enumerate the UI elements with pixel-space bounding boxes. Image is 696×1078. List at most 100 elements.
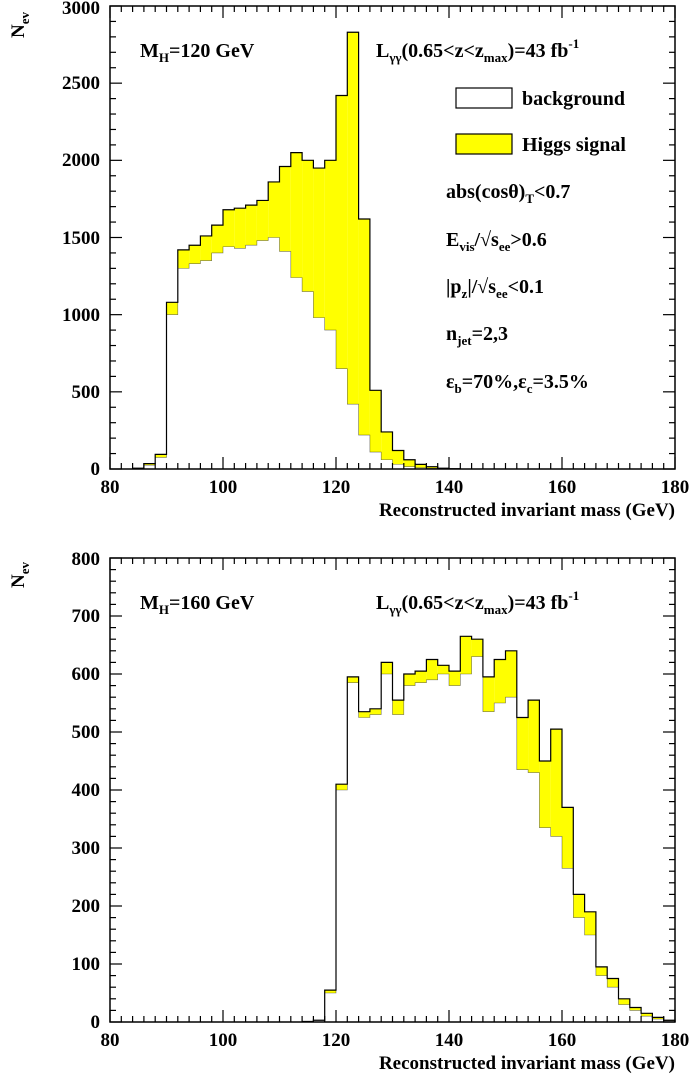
bottom-signal-bar bbox=[562, 807, 573, 868]
bottom-background-bar bbox=[619, 1005, 630, 1022]
top-mass-label: MH=120 GeV bbox=[140, 40, 255, 65]
bottom-xtick-140: 140 bbox=[435, 1030, 464, 1051]
bottom-background-bar bbox=[472, 657, 483, 1022]
top-signal-bar bbox=[393, 450, 404, 464]
bottom-signal-bar bbox=[585, 912, 596, 935]
top-background-bar bbox=[291, 278, 302, 469]
bottom-background-bar bbox=[393, 715, 404, 1022]
bottom-signal-bar bbox=[336, 784, 347, 790]
bottom-signal-bar bbox=[393, 700, 404, 715]
bottom-background-bar bbox=[347, 683, 358, 1022]
bottom-signal-bar bbox=[517, 718, 528, 770]
bottom-signal-bar bbox=[472, 639, 483, 656]
bottom-background-bar bbox=[336, 790, 347, 1022]
bottom-background-bar bbox=[381, 674, 392, 1022]
bottom-background-bar bbox=[426, 680, 437, 1022]
top-ytick-3000: 3000 bbox=[62, 0, 100, 19]
bottom-xtick-180: 180 bbox=[661, 1030, 690, 1051]
top-signal-bar bbox=[336, 96, 347, 369]
top-background-bar bbox=[347, 404, 358, 469]
top-signal-bar bbox=[325, 160, 336, 330]
bottom-background-bar bbox=[596, 976, 607, 1022]
top-signal-bar bbox=[313, 168, 324, 318]
legend-background-label: background bbox=[522, 88, 625, 110]
bottom-ytick-500: 500 bbox=[72, 722, 101, 743]
bottom-signal-bar bbox=[607, 979, 618, 988]
bottom-signal-bar bbox=[619, 999, 630, 1005]
bottom-panel: 80 100 120 140 160 180 0 100 200 300 400… bbox=[8, 549, 689, 1074]
top-background-bar bbox=[200, 261, 211, 469]
bottom-background-bar bbox=[517, 770, 528, 1022]
top-panel: 80 100 120 140 160 180 0 500 1000 1500 2… bbox=[8, 0, 689, 521]
top-background-bar bbox=[155, 457, 166, 469]
bottom-signal-bar bbox=[596, 967, 607, 976]
top-lumi-label: Lγγ(0.65<z<zmax)=43 fb-1 bbox=[376, 36, 579, 65]
bottom-background-bar bbox=[415, 683, 426, 1022]
bottom-background-bar bbox=[325, 993, 336, 1022]
legend-signal-label: Higgs signal bbox=[522, 134, 626, 156]
bottom-background-bar bbox=[460, 674, 471, 1022]
top-xtick-120: 120 bbox=[322, 477, 351, 498]
bottom-background-bar bbox=[438, 674, 449, 1022]
bottom-xtick-120: 120 bbox=[322, 1030, 351, 1051]
top-y-axis-title: Nev bbox=[8, 11, 32, 38]
bottom-signal-bar bbox=[438, 665, 449, 674]
top-x-axis-title: Reconstructed invariant mass (GeV) bbox=[379, 500, 675, 521]
bottom-xtick-100: 100 bbox=[209, 1030, 238, 1051]
cut-evis: Evis/√see>0.6 bbox=[446, 229, 547, 254]
bottom-ytick-0: 0 bbox=[91, 1012, 101, 1033]
bottom-ytick-800: 800 bbox=[72, 549, 101, 570]
bottom-signal-bar bbox=[381, 662, 392, 674]
top-background-bar bbox=[336, 369, 347, 469]
top-signal-bar bbox=[404, 460, 415, 467]
legend-signal-swatch bbox=[456, 134, 512, 154]
top-signal-bar bbox=[223, 210, 234, 247]
top-signal-bar bbox=[212, 225, 223, 253]
bottom-background-bar bbox=[494, 703, 505, 1022]
bottom-signal-bar bbox=[528, 700, 539, 773]
bottom-signal-bar bbox=[494, 660, 505, 704]
top-xtick-160: 160 bbox=[548, 477, 577, 498]
top-signal-bar bbox=[280, 167, 291, 252]
top-background-bar bbox=[381, 460, 392, 469]
top-background-bar bbox=[178, 268, 189, 469]
bottom-ytick-400: 400 bbox=[72, 780, 101, 801]
top-signal-bar bbox=[291, 153, 302, 278]
bottom-background-bar bbox=[630, 1010, 641, 1022]
bottom-ytick-700: 700 bbox=[72, 606, 101, 627]
top-ytick-2000: 2000 bbox=[62, 150, 100, 171]
top-xtick-140: 140 bbox=[435, 477, 464, 498]
top-xtick-80: 80 bbox=[101, 477, 120, 498]
cut-costheta: abs(cosθ)T<0.7 bbox=[446, 181, 570, 206]
top-background-bar bbox=[223, 247, 234, 469]
top-background-bar bbox=[359, 435, 370, 469]
top-signal-bar bbox=[200, 236, 211, 261]
cut-njet: njet=2,3 bbox=[446, 323, 508, 348]
top-signal-bar bbox=[359, 219, 370, 435]
bottom-xtick-80: 80 bbox=[101, 1030, 120, 1051]
top-histogram bbox=[133, 32, 461, 469]
bottom-signal-bar bbox=[404, 674, 415, 686]
bottom-signal-bar bbox=[370, 709, 381, 715]
top-xtick-100: 100 bbox=[209, 477, 238, 498]
top-background-bar bbox=[189, 264, 200, 469]
legend-background-swatch bbox=[456, 88, 512, 108]
top-background-bar bbox=[370, 452, 381, 469]
bottom-background-bar bbox=[562, 868, 573, 1022]
top-xtick-180: 180 bbox=[661, 477, 690, 498]
bottom-background-bar bbox=[483, 712, 494, 1022]
bottom-background-bar bbox=[528, 773, 539, 1022]
bottom-background-bar bbox=[404, 686, 415, 1022]
top-signal-bar bbox=[178, 250, 189, 269]
top-signal-bar bbox=[167, 302, 178, 314]
bottom-background-bar bbox=[585, 935, 596, 1022]
bottom-ytick-100: 100 bbox=[72, 954, 101, 975]
top-signal-bar bbox=[257, 200, 268, 240]
top-ytick-1000: 1000 bbox=[62, 305, 100, 326]
bottom-background-bar bbox=[551, 836, 562, 1022]
bottom-histogram bbox=[302, 636, 675, 1022]
top-signal-bar bbox=[370, 390, 381, 452]
top-signal-bar bbox=[234, 208, 245, 248]
bottom-x-axis-title: Reconstructed invariant mass (GeV) bbox=[379, 1053, 675, 1074]
